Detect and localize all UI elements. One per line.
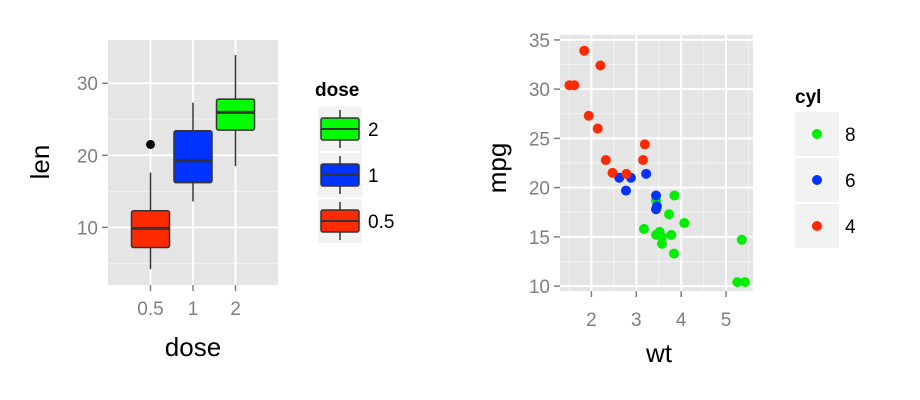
scatter-y-tick-label: 10 — [529, 277, 550, 298]
boxplot-y-axis-title: len — [25, 145, 55, 180]
scatter-x-tick-label: 3 — [631, 310, 642, 331]
boxplot-boxes — [130, 55, 256, 270]
box-0.5 — [130, 139, 171, 270]
scatter-legend-key-6: 6 — [795, 158, 856, 202]
scatter-point — [656, 231, 667, 242]
boxplot-x-tick-label: 0.5 — [137, 299, 163, 320]
boxplot-legend-label: 2 — [368, 120, 379, 141]
scatter-series-4 — [564, 45, 650, 179]
boxplot-legend-keys: 210.5 — [318, 107, 394, 243]
scatter-point — [620, 185, 631, 196]
scatter-point — [564, 80, 575, 91]
scatter-point — [592, 123, 603, 134]
scatter-y-tick-label: 35 — [529, 31, 550, 52]
scatter-legend-title: cyl — [795, 87, 821, 108]
scatter-legend: cyl 8 6 4 — [795, 87, 856, 248]
scatter-legend-label: 6 — [845, 171, 856, 192]
scatter-point — [638, 155, 649, 166]
scatter-panel: 10 15 20 25 30 35 2 3 4 5 wt mpg cyl 8 6 4 — [482, 31, 856, 368]
scatter-x-tick-label: 2 — [586, 310, 597, 331]
scatter-point — [732, 277, 743, 288]
box-outlier-point — [146, 139, 155, 149]
scatter-y-axis-title: mpg — [482, 143, 512, 194]
legend-key-point — [812, 175, 822, 185]
scatter-point — [656, 238, 667, 249]
scatter-legend-label: 4 — [845, 217, 856, 238]
boxplot-x-tick-label: 2 — [230, 299, 241, 320]
scatter-point — [641, 168, 652, 179]
scatter-point — [651, 190, 662, 201]
scatter-point — [583, 110, 594, 121]
scatter-x-ticks: 2 3 4 5 — [586, 291, 731, 331]
boxplot-legend: dose 210.5 — [315, 80, 394, 243]
scatter-y-tick-label: 20 — [529, 179, 550, 200]
boxplot-legend-key-0.5: 0.5 — [318, 199, 394, 243]
scatter-points — [564, 45, 750, 288]
scatter-gridlines — [560, 35, 753, 291]
boxplot-y-ticks: 10 20 30 — [77, 74, 108, 239]
boxplot-legend-key-1: 1 — [318, 153, 379, 197]
boxplot-legend-label: 1 — [368, 166, 379, 187]
legend-key-point — [812, 221, 822, 231]
boxplot-legend-label: 0.5 — [368, 212, 394, 233]
scatter-point — [638, 223, 649, 234]
scatter-legend-key-4: 4 — [795, 204, 856, 248]
scatter-point — [669, 248, 680, 259]
scatter-legend-label: 8 — [845, 125, 856, 146]
boxplot-x-ticks: 0.5 1 2 — [137, 285, 241, 320]
boxplot-y-tick-label: 20 — [77, 146, 98, 167]
scatter-point — [639, 139, 650, 150]
scatter-point — [669, 190, 680, 201]
boxplot-y-tick-label: 10 — [77, 218, 98, 239]
scatter-point — [666, 229, 677, 240]
scatter-x-axis-title: wt — [645, 338, 673, 368]
boxplot-x-tick-label: 1 — [188, 299, 199, 320]
scatter-point — [621, 168, 632, 179]
scatter-y-tick-label: 25 — [529, 129, 550, 150]
scatter-point — [679, 218, 690, 229]
scatter-point — [579, 45, 590, 56]
scatter-y-ticks: 10 15 20 25 30 35 — [529, 31, 560, 298]
boxplot-x-axis-title: dose — [165, 332, 221, 362]
scatter-x-tick-label: 4 — [676, 310, 687, 331]
scatter-point — [607, 167, 618, 178]
scatter-x-tick-label: 5 — [721, 310, 732, 331]
box-body — [173, 130, 213, 184]
legend-key-point — [812, 129, 822, 139]
scatter-legend-keys: 8 6 4 — [795, 112, 856, 248]
scatter-series-8 — [638, 190, 750, 288]
scatter-point — [736, 234, 747, 245]
boxplot-legend-key-2: 2 — [318, 107, 379, 151]
scatter-point — [664, 209, 675, 220]
box-body — [215, 98, 256, 131]
scatter-point — [651, 204, 662, 215]
boxplot-y-tick-label: 30 — [77, 74, 98, 95]
boxplot-legend-title: dose — [315, 80, 359, 101]
box-1 — [173, 102, 213, 202]
scatter-point — [595, 60, 606, 71]
scatter-y-tick-label: 15 — [529, 228, 550, 249]
box-2 — [215, 55, 256, 167]
scatter-point — [739, 277, 750, 288]
scatter-legend-key-8: 8 — [795, 112, 856, 156]
scatter-point — [600, 155, 611, 166]
scatter-y-tick-label: 30 — [529, 80, 550, 101]
